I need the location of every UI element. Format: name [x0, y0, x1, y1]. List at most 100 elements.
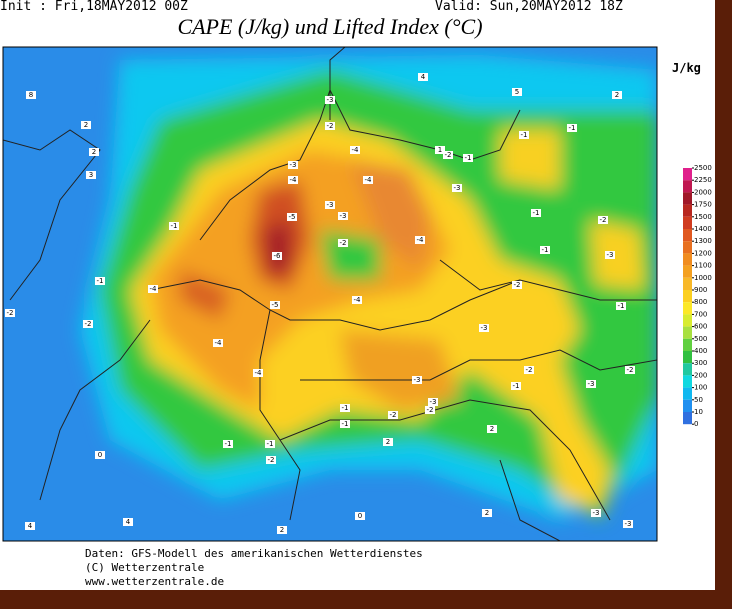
colorbar-tick-label: 1750 — [694, 201, 712, 209]
contour-label: 1 — [438, 146, 442, 154]
contour-label: -1 — [618, 302, 625, 310]
contour-label-box — [591, 509, 601, 517]
contour-label-box — [586, 380, 596, 388]
contour-label: -1 — [267, 440, 274, 448]
contour-label: -2 — [600, 216, 607, 224]
contour-label-box — [616, 302, 626, 310]
contour-label: -4 — [255, 369, 263, 377]
colorbar: 2500225020001750150014001300120011001000… — [683, 164, 712, 428]
contour-label-box — [169, 222, 179, 230]
frame-bottom — [0, 590, 732, 609]
contour-label-box — [288, 161, 298, 169]
contour-label: 4 — [421, 73, 426, 81]
contour-label-box — [5, 309, 15, 317]
contour-label-box — [415, 236, 425, 244]
contour-label-box — [512, 281, 522, 289]
contour-label-box — [325, 201, 335, 209]
contour-label-box — [623, 520, 633, 528]
colorbar-tick-label: 1500 — [694, 213, 712, 221]
contour-label-box — [277, 526, 287, 534]
contour-label-box — [531, 209, 541, 217]
map-frame — [2, 46, 658, 542]
contour-label-box — [482, 509, 492, 517]
contour-label: -4 — [150, 285, 158, 293]
colorbar-tick-label: 10 — [694, 408, 703, 416]
contour-label: 2 — [485, 509, 489, 517]
colorbar-swatch — [683, 265, 692, 278]
contour-label-box — [89, 148, 99, 156]
contour-label-box — [95, 451, 105, 459]
colorbar-tick-label: 400 — [694, 347, 707, 355]
colorbar-tick-label: 0 — [694, 420, 698, 428]
colorbar-unit: J/kg — [672, 61, 701, 75]
colorbar-swatch — [683, 302, 692, 315]
contour-label: -3 — [588, 380, 595, 388]
contour-label-box — [512, 88, 522, 96]
contour-label-box — [567, 124, 577, 132]
colorbar-swatch — [683, 363, 692, 376]
contour-label: -3 — [430, 398, 437, 406]
contour-label-box — [83, 320, 93, 328]
contour-label: 2 — [280, 526, 284, 534]
contour-label: 4 — [28, 522, 33, 530]
colorbar-tick-label: 2500 — [694, 164, 712, 172]
colorbar-tick-label: 50 — [694, 396, 703, 404]
contour-label: -3 — [327, 201, 334, 209]
contour-label-box — [605, 251, 615, 259]
contour-label: -3 — [625, 520, 632, 528]
valid-text: Valid: Sun,20MAY2012 18Z — [435, 0, 623, 14]
contour-label-box — [287, 213, 297, 221]
contour-label-box — [340, 420, 350, 428]
contour-label: 2 — [84, 121, 88, 129]
contour-label: -2 — [390, 411, 397, 419]
colorbar-tick-label: 200 — [694, 371, 707, 379]
colorbar-swatch — [683, 338, 692, 351]
contour-label: -6 — [274, 252, 282, 260]
contour-label: -2 — [526, 366, 533, 374]
contour-label-box — [25, 522, 35, 530]
contour-label: -4 — [215, 339, 223, 347]
contour-label: 2 — [386, 438, 390, 446]
init-text: Init : Fri,18MAY2012 00Z — [0, 0, 188, 14]
colorbar-tick-label: 1100 — [694, 262, 712, 270]
contour-label-box — [325, 96, 335, 104]
contour-label: -4 — [417, 236, 425, 244]
contour-label-box — [435, 146, 445, 154]
colorbar-swatch — [683, 314, 692, 327]
contour-label: -4 — [290, 176, 298, 184]
colorbar-tick-label: 100 — [694, 384, 707, 392]
contour-label-box — [272, 252, 282, 260]
contour-label-box — [479, 324, 489, 332]
contour-label-box — [123, 518, 133, 526]
title: CAPE (J/kg) und Lifted Index (°C) — [177, 14, 482, 39]
contour-label: -1 — [569, 124, 576, 132]
contour-label-box — [270, 301, 280, 309]
colorbar-tick-label: 2000 — [694, 188, 712, 196]
contour-label-box — [265, 440, 275, 448]
contour-label-box — [540, 246, 550, 254]
colorbar-tick-label: 700 — [694, 310, 707, 318]
contour-label: -3 — [340, 212, 347, 220]
contour-label: -1 — [533, 209, 540, 217]
contour-label: -1 — [342, 420, 349, 428]
colorbar-swatch — [683, 168, 692, 181]
contour-label-box — [288, 176, 298, 184]
contour-label-box — [350, 146, 360, 154]
contour-label-box — [519, 131, 529, 139]
contour-label: 5 — [515, 88, 519, 96]
contour-label-box — [425, 406, 435, 414]
colorbar-tick-label: 1300 — [694, 237, 712, 245]
contour-label-box — [388, 411, 398, 419]
contour-label: -3 — [290, 161, 297, 169]
contour-label: -2 — [427, 406, 434, 414]
contour-label: -2 — [627, 366, 634, 374]
borders — [3, 47, 657, 541]
contour-label-box — [612, 91, 622, 99]
footer-line: www.wetterzentrale.de — [85, 575, 224, 588]
contour-label-box — [443, 151, 453, 159]
contour-label-box — [463, 154, 473, 162]
contour-label-box — [266, 456, 276, 464]
contour-label-box — [26, 91, 36, 99]
contour-label: 4 — [126, 518, 131, 526]
colorbar-swatch — [683, 387, 692, 400]
